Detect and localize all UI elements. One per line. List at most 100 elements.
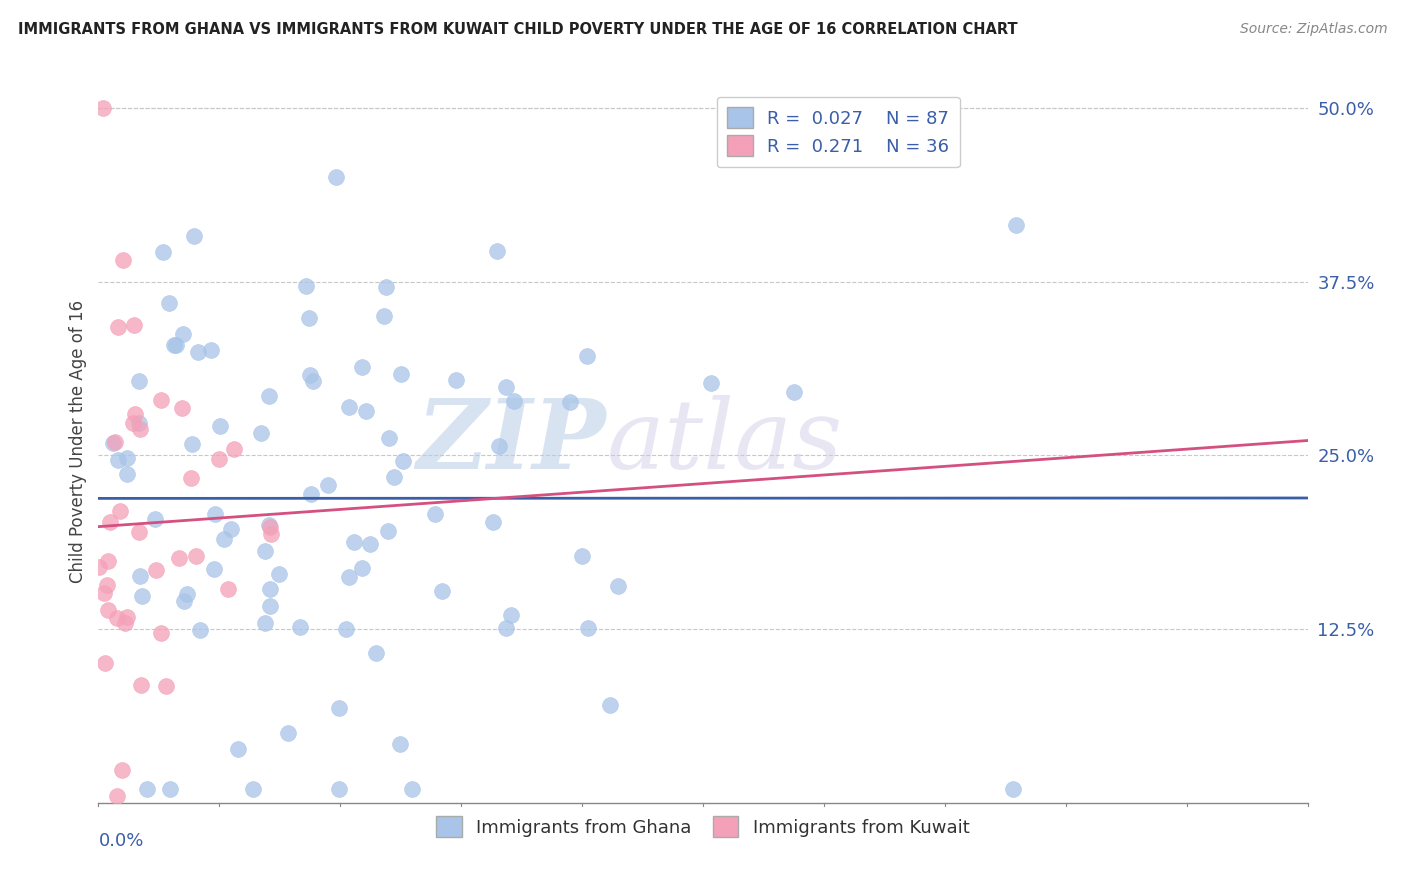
Point	[145, 563, 167, 577]
Point	[328, 701, 350, 715]
Point	[401, 781, 423, 796]
Point	[392, 454, 415, 468]
Point	[183, 229, 205, 244]
Point	[382, 469, 405, 483]
Point	[208, 418, 231, 433]
Point	[299, 487, 322, 501]
Point	[176, 587, 198, 601]
Point	[359, 537, 381, 551]
Text: 0.0%: 0.0%	[98, 831, 143, 850]
Point	[335, 622, 357, 636]
Point	[250, 425, 273, 440]
Point	[173, 594, 195, 608]
Point	[560, 395, 582, 409]
Point	[302, 374, 325, 388]
Point	[104, 434, 127, 449]
Point	[423, 508, 446, 522]
Point	[224, 442, 246, 456]
Point	[190, 624, 212, 638]
Point	[149, 392, 172, 407]
Point	[288, 620, 311, 634]
Point	[219, 522, 242, 536]
Point	[1001, 781, 1024, 796]
Point	[328, 781, 350, 796]
Point	[202, 562, 225, 576]
Point	[257, 389, 280, 403]
Point	[294, 278, 316, 293]
Text: IMMIGRANTS FROM GHANA VS IMMIGRANTS FROM KUWAIT CHILD POVERTY UNDER THE AGE OF 1: IMMIGRANTS FROM GHANA VS IMMIGRANTS FROM…	[18, 22, 1018, 37]
Text: Source: ZipAtlas.com: Source: ZipAtlas.com	[1240, 22, 1388, 37]
Point	[93, 586, 115, 600]
Point	[96, 578, 118, 592]
Point	[375, 279, 398, 293]
Point	[700, 376, 723, 390]
Point	[253, 543, 276, 558]
Point	[259, 582, 281, 596]
Point	[105, 789, 128, 803]
Point	[260, 527, 283, 541]
Point	[499, 607, 522, 622]
Point	[575, 350, 598, 364]
Point	[122, 416, 145, 430]
Point	[373, 309, 395, 323]
Point	[184, 549, 207, 564]
Point	[152, 244, 174, 259]
Point	[97, 554, 120, 568]
Point	[298, 311, 321, 326]
Point	[105, 611, 128, 625]
Point	[212, 532, 235, 546]
Point	[343, 534, 366, 549]
Point	[89, 560, 111, 574]
Point	[485, 244, 508, 258]
Point	[267, 566, 290, 581]
Point	[1005, 218, 1028, 232]
Point	[204, 508, 226, 522]
Point	[253, 615, 276, 630]
Point	[377, 524, 399, 539]
Point	[364, 646, 387, 660]
Point	[316, 478, 339, 492]
Point	[599, 698, 621, 713]
Point	[200, 343, 222, 358]
Point	[150, 626, 173, 640]
Point	[97, 603, 120, 617]
Point	[488, 439, 510, 453]
Point	[217, 582, 239, 597]
Point	[180, 471, 202, 485]
Point	[129, 678, 152, 692]
Point	[135, 781, 157, 796]
Point	[607, 579, 630, 593]
Point	[111, 764, 134, 778]
Point	[259, 517, 281, 532]
Point	[128, 524, 150, 539]
Point	[337, 400, 360, 414]
Point	[356, 404, 378, 418]
Point	[117, 610, 139, 624]
Point	[128, 416, 150, 430]
Point	[352, 560, 374, 574]
Point	[124, 407, 146, 421]
Y-axis label: Child Poverty Under the Age of 16: Child Poverty Under the Age of 16	[69, 300, 87, 583]
Point	[165, 337, 187, 351]
Point	[98, 515, 121, 529]
Text: ZIP: ZIP	[416, 394, 606, 489]
Point	[783, 384, 806, 399]
Point	[482, 515, 505, 529]
Point	[277, 726, 299, 740]
Point	[495, 380, 517, 394]
Point	[389, 368, 412, 382]
Point	[93, 657, 115, 671]
Point	[495, 621, 517, 635]
Point	[352, 359, 374, 374]
Point	[114, 615, 136, 630]
Point	[108, 504, 131, 518]
Point	[115, 450, 138, 465]
Point	[208, 451, 231, 466]
Point	[159, 781, 181, 796]
Point	[170, 401, 193, 415]
Point	[259, 599, 281, 614]
Point	[111, 253, 134, 268]
Point	[163, 338, 186, 352]
Point	[107, 319, 129, 334]
Point	[299, 368, 322, 383]
